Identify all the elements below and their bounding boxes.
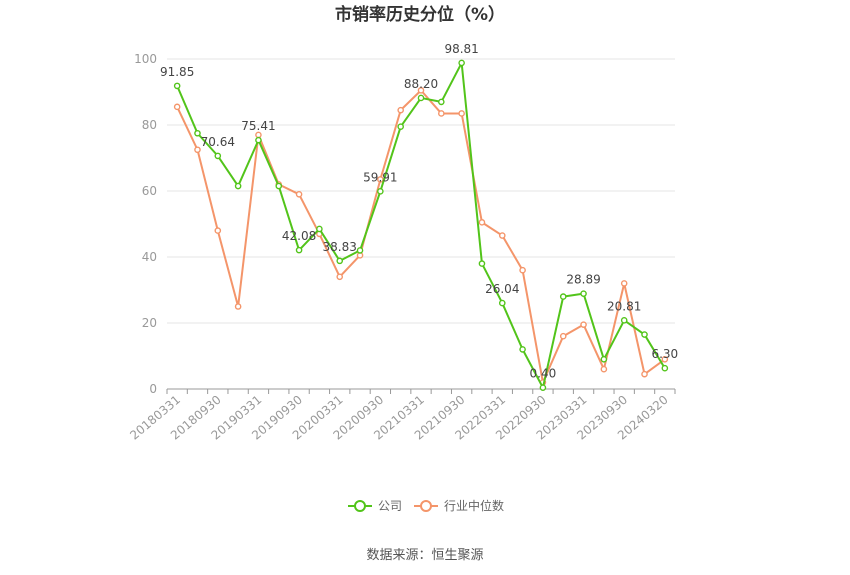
y-tick-label: 0 bbox=[149, 382, 157, 396]
series-point-0 bbox=[661, 364, 669, 372]
series-point-1 bbox=[620, 280, 628, 287]
series-point-1 bbox=[214, 227, 222, 234]
data-label: 88.20 bbox=[404, 77, 438, 91]
series-point-1 bbox=[377, 176, 384, 183]
series-point-0 bbox=[397, 123, 404, 130]
series-point-0 bbox=[255, 136, 262, 144]
series-point-0 bbox=[417, 94, 425, 102]
series-point-0 bbox=[539, 384, 547, 391]
data-label: 75.41 bbox=[241, 119, 275, 133]
series-point-0 bbox=[336, 257, 344, 265]
series-point-1 bbox=[295, 190, 303, 198]
y-tick-label: 20 bbox=[142, 316, 157, 330]
series-point-0 bbox=[559, 293, 567, 300]
series-point-0 bbox=[498, 299, 506, 307]
data-label: 20.81 bbox=[607, 299, 641, 313]
series-point-1 bbox=[661, 355, 669, 363]
series-point-1 bbox=[194, 146, 201, 154]
series-point-0 bbox=[580, 290, 587, 297]
data-label: 59.91 bbox=[363, 170, 397, 184]
data-label: 42.08 bbox=[282, 229, 316, 243]
data-label: 26.04 bbox=[485, 282, 519, 296]
series-point-1 bbox=[600, 365, 608, 373]
data-label: 91.85 bbox=[160, 65, 194, 79]
series-point-0 bbox=[600, 355, 608, 363]
data-label-layer: 91.85 70.64 75.41 42.08 38.83 59.91 88.20 98.81… bbox=[160, 42, 678, 381]
data-label: 98.81 bbox=[444, 42, 478, 56]
data-label: 6.30 bbox=[651, 347, 678, 361]
series-point-0 bbox=[234, 182, 242, 190]
series-point-1 bbox=[458, 110, 465, 117]
series-line-1 bbox=[176, 89, 666, 384]
y-tick-label: 100 bbox=[134, 52, 157, 66]
series-point-0 bbox=[478, 260, 486, 267]
data-label: 38.83 bbox=[323, 240, 357, 254]
series-point-0 bbox=[458, 59, 465, 67]
legend-label-0: 公司 bbox=[378, 499, 402, 513]
series-point-0 bbox=[620, 317, 628, 324]
legend-marker-0 bbox=[354, 500, 366, 512]
series-point-1 bbox=[397, 106, 404, 114]
legend-label-1: 行业中位数 bbox=[444, 498, 504, 513]
series-point-1 bbox=[498, 232, 506, 239]
series-point-0 bbox=[214, 152, 222, 160]
series-point-1 bbox=[438, 110, 445, 117]
chart-title: 市销率历史分位（%） bbox=[335, 4, 505, 25]
y-tick-label: 60 bbox=[142, 184, 157, 198]
series-point-1 bbox=[519, 266, 526, 274]
legend-marker-1 bbox=[420, 500, 432, 512]
series-point-1 bbox=[478, 219, 486, 226]
y-tick-label: 80 bbox=[142, 118, 157, 132]
source-note: 数据来源：恒生聚源 bbox=[366, 548, 483, 563]
data-label: 70.64 bbox=[201, 135, 235, 149]
series-point-1 bbox=[580, 321, 587, 328]
series-point-1 bbox=[641, 370, 648, 378]
series-point-1 bbox=[234, 303, 242, 310]
series-line-0 bbox=[176, 61, 666, 389]
series-point-0 bbox=[316, 225, 323, 233]
series-point-0 bbox=[194, 129, 201, 137]
series-point-0 bbox=[356, 247, 364, 254]
series-point-0 bbox=[377, 187, 384, 195]
series-point-1 bbox=[417, 87, 425, 94]
series-point-0 bbox=[295, 246, 303, 254]
y-tick-label: 40 bbox=[142, 250, 157, 264]
series-point-0 bbox=[173, 82, 181, 90]
series-point-0 bbox=[438, 98, 445, 106]
series-point-1 bbox=[559, 332, 567, 340]
data-label: 28.89 bbox=[566, 273, 600, 287]
legend: 公司 行业中位数 bbox=[348, 498, 504, 513]
series-point-0 bbox=[275, 182, 283, 190]
series-point-0 bbox=[519, 346, 526, 353]
series-point-0 bbox=[641, 331, 648, 338]
series-point-1 bbox=[336, 273, 344, 281]
data-label: 0.40 bbox=[530, 367, 557, 381]
series-point-1 bbox=[173, 103, 181, 111]
series-layer bbox=[173, 59, 669, 391]
